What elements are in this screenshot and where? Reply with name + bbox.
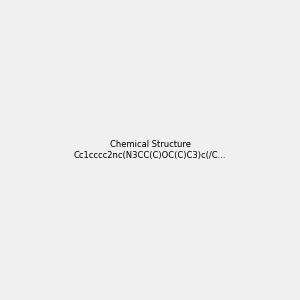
Text: Chemical Structure
Cc1cccc2nc(N3CC(C)OC(C)C3)c(/C...: Chemical Structure Cc1cccc2nc(N3CC(C)OC(… xyxy=(74,140,226,160)
